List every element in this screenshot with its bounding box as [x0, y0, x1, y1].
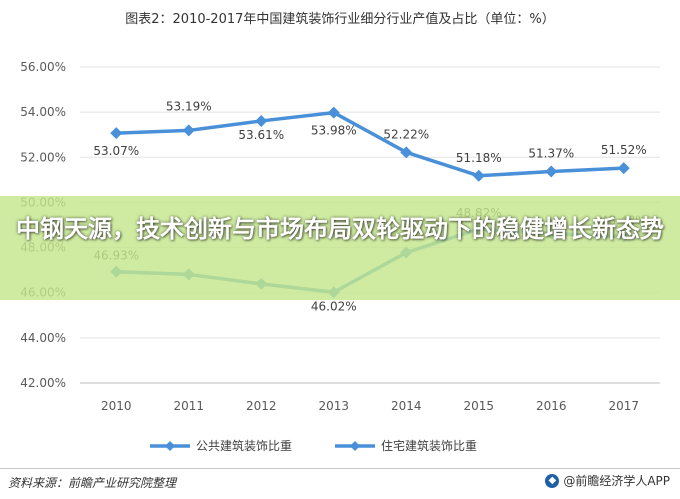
legend-swatch-marker	[350, 441, 360, 451]
x-tick-label: 2016	[536, 399, 567, 413]
data-label: 46.02%	[311, 299, 357, 313]
y-tick-label: 54.00%	[20, 105, 66, 119]
data-point	[617, 162, 630, 175]
x-tick-label: 2011	[173, 399, 204, 413]
y-tick-label: 56.00%	[20, 60, 66, 74]
data-point	[182, 124, 195, 137]
chart-title: 图表2：2010-2017年中国建筑装饰行业细分行业产值及占比（单位：%）	[125, 12, 555, 27]
data-label: 53.07%	[93, 144, 139, 158]
x-tick-label: 2012	[246, 399, 277, 413]
data-label: 51.18%	[456, 151, 502, 165]
y-tick-label: 52.00%	[20, 150, 66, 164]
data-label: 52.22%	[383, 127, 429, 141]
legend: 公共建筑装饰比重 住宅建筑装饰比重	[150, 438, 477, 453]
data-point	[400, 146, 413, 159]
footer-divider	[0, 468, 680, 469]
data-point	[472, 169, 485, 182]
data-label: 51.52%	[601, 143, 647, 157]
data-point	[545, 165, 558, 178]
y-tick-label: 42.00%	[20, 376, 66, 390]
x-tick-label: 2017	[608, 399, 639, 413]
data-point	[327, 106, 340, 119]
overlay-headline: 中钢天源，技术创新与市场布局双轮驱动下的稳健增长新态势	[16, 215, 664, 243]
brand-logo-icon: ◆	[545, 473, 560, 488]
x-tick-label: 2014	[391, 399, 422, 413]
data-label: 51.37%	[528, 147, 574, 161]
overlay-banner	[0, 196, 680, 300]
series-line	[116, 110, 624, 178]
legend-label: 公共建筑装饰比重	[196, 438, 292, 453]
brand-text: @前瞻经济学人APP	[563, 474, 670, 488]
data-label: 53.19%	[166, 99, 212, 113]
brand-mark: ◆ @前瞻经济学人APP	[545, 472, 670, 489]
data-point	[110, 127, 123, 140]
y-tick-label: 44.00%	[20, 331, 66, 345]
legend-label: 住宅建筑装饰比重	[381, 438, 477, 453]
data-label: 53.61%	[238, 128, 284, 142]
legend-swatch-marker	[165, 441, 175, 451]
source-note: 资料来源：前瞻产业研究院整理	[8, 476, 177, 490]
x-tick-label: 2015	[463, 399, 494, 413]
data-label: 53.98%	[311, 124, 357, 138]
data-point	[255, 114, 268, 127]
x-tick-label: 2010	[101, 399, 132, 413]
x-tick-label: 2013	[318, 399, 349, 413]
